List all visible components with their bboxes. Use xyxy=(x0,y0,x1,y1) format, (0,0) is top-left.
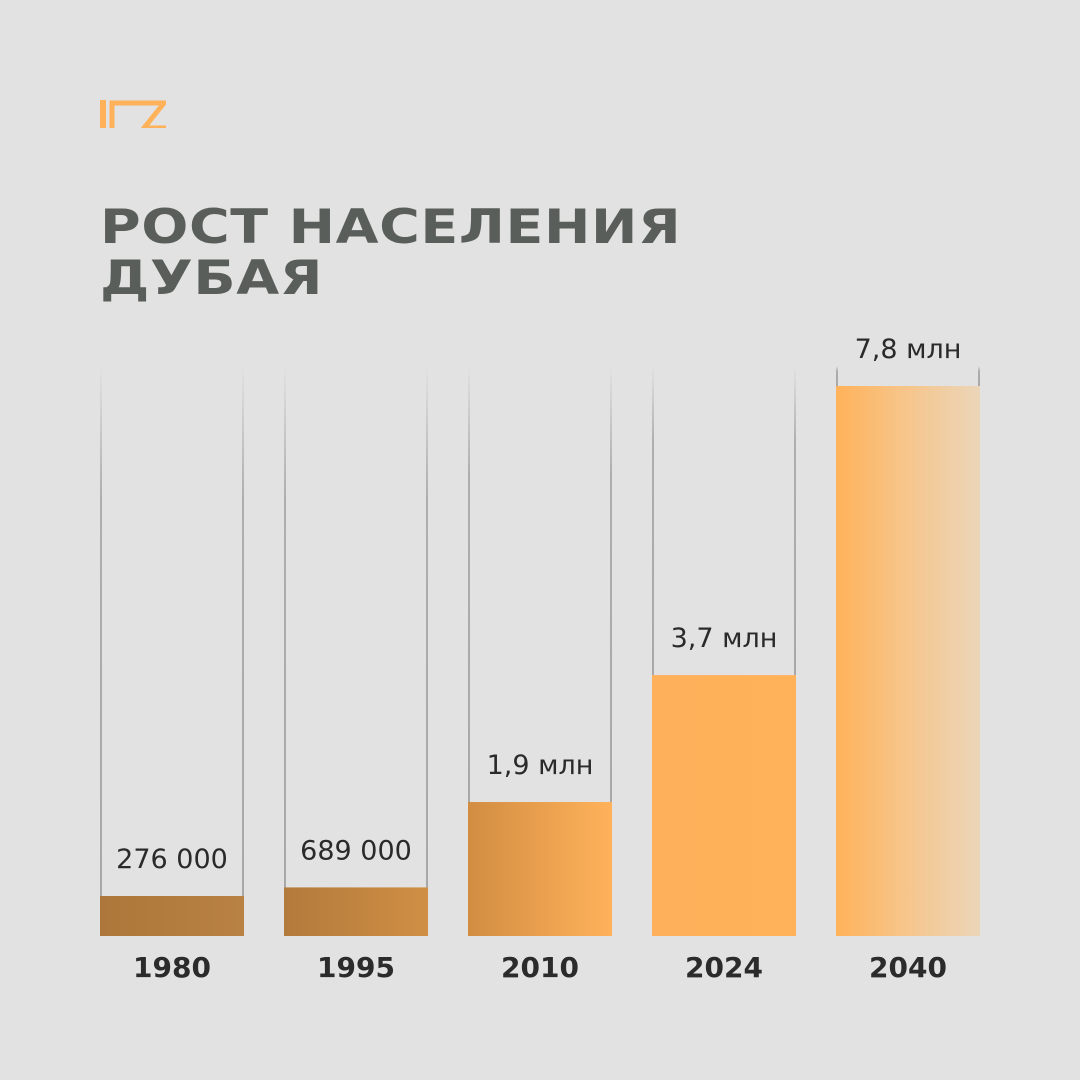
data-label-2024: 3,7 млн xyxy=(671,623,778,654)
track-line-right xyxy=(978,366,980,386)
page-title-line-2: ДУБАЯ xyxy=(100,251,324,306)
track-line-left xyxy=(100,366,102,896)
track-line-right xyxy=(426,366,428,888)
data-label-1995: 689 000 xyxy=(300,835,412,866)
bar-2040 xyxy=(836,386,980,936)
track-line-left xyxy=(836,366,838,386)
bar-1980 xyxy=(100,896,244,936)
data-label-2010: 1,9 млн xyxy=(487,750,594,781)
bar-2024 xyxy=(652,675,796,936)
bar-1995 xyxy=(284,887,428,936)
x-tick-label-2024: 2024 xyxy=(685,951,763,984)
page-title: РОСТ НАСЕЛЕНИЯ ДУБАЯ xyxy=(100,202,681,304)
brand-logo-icon xyxy=(100,100,166,128)
x-tick-label-2010: 2010 xyxy=(501,951,579,984)
track-line-left xyxy=(468,366,470,803)
x-tick-label-1995: 1995 xyxy=(317,951,395,984)
track-line-right xyxy=(242,366,244,896)
data-label-1980: 276 000 xyxy=(116,844,228,875)
data-label-2040: 7,8 млн xyxy=(855,334,962,365)
bar-2010 xyxy=(468,802,612,936)
track-line-right xyxy=(794,366,796,676)
page-title-line-1: РОСТ НАСЕЛЕНИЯ xyxy=(100,200,682,255)
track-line-left xyxy=(284,366,286,888)
track-line-left xyxy=(652,366,654,676)
track-line-right xyxy=(610,366,612,803)
x-tick-label-2040: 2040 xyxy=(869,951,947,984)
x-tick-label-1980: 1980 xyxy=(133,951,211,984)
